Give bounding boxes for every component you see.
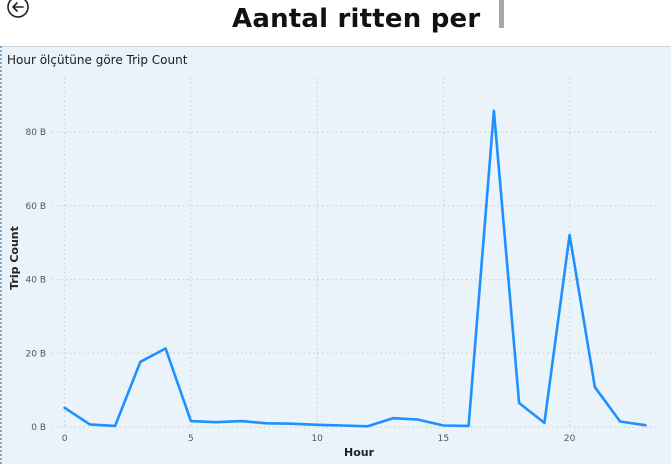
data-point[interactable] <box>112 423 118 429</box>
data-point[interactable] <box>617 418 623 424</box>
data-point[interactable] <box>440 423 446 429</box>
data-point[interactable] <box>264 420 270 426</box>
data-point[interactable] <box>642 422 648 428</box>
x-axis-label: Hour <box>344 446 375 459</box>
y-tick-label: 60 B <box>26 202 47 212</box>
data-point[interactable] <box>188 418 194 424</box>
data-point[interactable] <box>314 422 320 428</box>
data-point[interactable] <box>415 417 421 423</box>
data-point[interactable] <box>365 423 371 429</box>
data-point[interactable] <box>567 232 573 238</box>
back-arrow-icon[interactable] <box>6 0 30 20</box>
y-tick-label: 40 B <box>26 276 47 286</box>
line-chart-visual[interactable] <box>0 46 671 464</box>
data-point[interactable] <box>137 359 143 365</box>
data-point[interactable] <box>466 423 472 429</box>
data-point[interactable] <box>213 419 219 425</box>
data-point[interactable] <box>491 108 497 114</box>
x-tick-label: 0 <box>62 434 68 444</box>
page-title: Aantal ritten per <box>232 4 481 34</box>
scrollbar-thumb[interactable] <box>499 0 504 28</box>
data-point[interactable] <box>289 421 295 427</box>
series-line-trip-count[interactable] <box>63 109 647 428</box>
x-tick-label: 15 <box>438 434 449 444</box>
data-point[interactable] <box>339 423 345 429</box>
x-tick-label: 20 <box>564 434 576 444</box>
data-point[interactable] <box>390 415 396 421</box>
visual-border <box>0 46 3 464</box>
data-point[interactable] <box>87 421 93 427</box>
x-tick-label: 5 <box>188 434 194 444</box>
y-tick-label: 0 B <box>31 423 46 433</box>
y-tick-label: 80 B <box>26 128 47 138</box>
y-axis-label: Trip Count <box>8 226 21 290</box>
x-tick-label: 10 <box>311 434 323 444</box>
data-point[interactable] <box>592 384 598 390</box>
report-header: Aantal ritten per <box>0 0 671 46</box>
y-tick-label: 20 B <box>26 349 47 359</box>
data-point[interactable] <box>541 420 547 426</box>
data-point[interactable] <box>516 400 522 406</box>
visual-title: Hour ölçütüne göre Trip Count <box>7 53 188 67</box>
data-point[interactable] <box>238 418 244 424</box>
data-point[interactable] <box>62 405 68 411</box>
data-point[interactable] <box>163 346 169 352</box>
